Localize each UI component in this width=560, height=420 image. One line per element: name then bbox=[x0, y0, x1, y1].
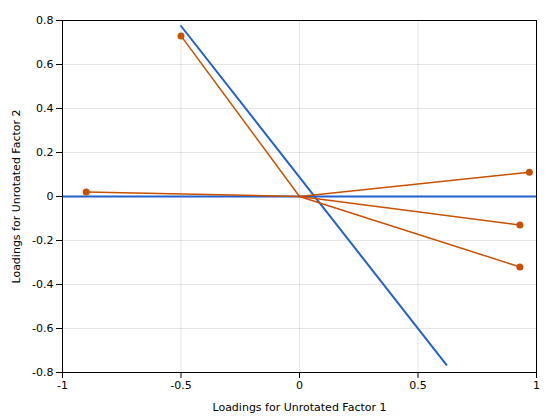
svg-text:0: 0 bbox=[296, 379, 303, 392]
svg-text:0.4: 0.4 bbox=[36, 102, 54, 115]
svg-text:-0.5: -0.5 bbox=[170, 379, 191, 392]
svg-text:-0.8: -0.8 bbox=[32, 366, 53, 379]
svg-text:Loadings for Unrotated Factor: Loadings for Unrotated Factor 1 bbox=[212, 401, 386, 414]
svg-text:-0.6: -0.6 bbox=[32, 322, 53, 335]
svg-text:1: 1 bbox=[533, 379, 540, 392]
svg-text:-0.2: -0.2 bbox=[32, 234, 53, 247]
svg-text:0: 0 bbox=[47, 190, 54, 203]
svg-text:0.5: 0.5 bbox=[409, 379, 427, 392]
svg-text:0.2: 0.2 bbox=[36, 146, 54, 159]
svg-text:Loadings for Unrotated Factor: Loadings for Unrotated Factor 2 bbox=[10, 109, 23, 283]
svg-text:-0.4: -0.4 bbox=[32, 278, 53, 291]
svg-text:-1: -1 bbox=[57, 379, 68, 392]
svg-text:0.6: 0.6 bbox=[36, 58, 54, 71]
svg-text:0.8: 0.8 bbox=[36, 14, 54, 27]
